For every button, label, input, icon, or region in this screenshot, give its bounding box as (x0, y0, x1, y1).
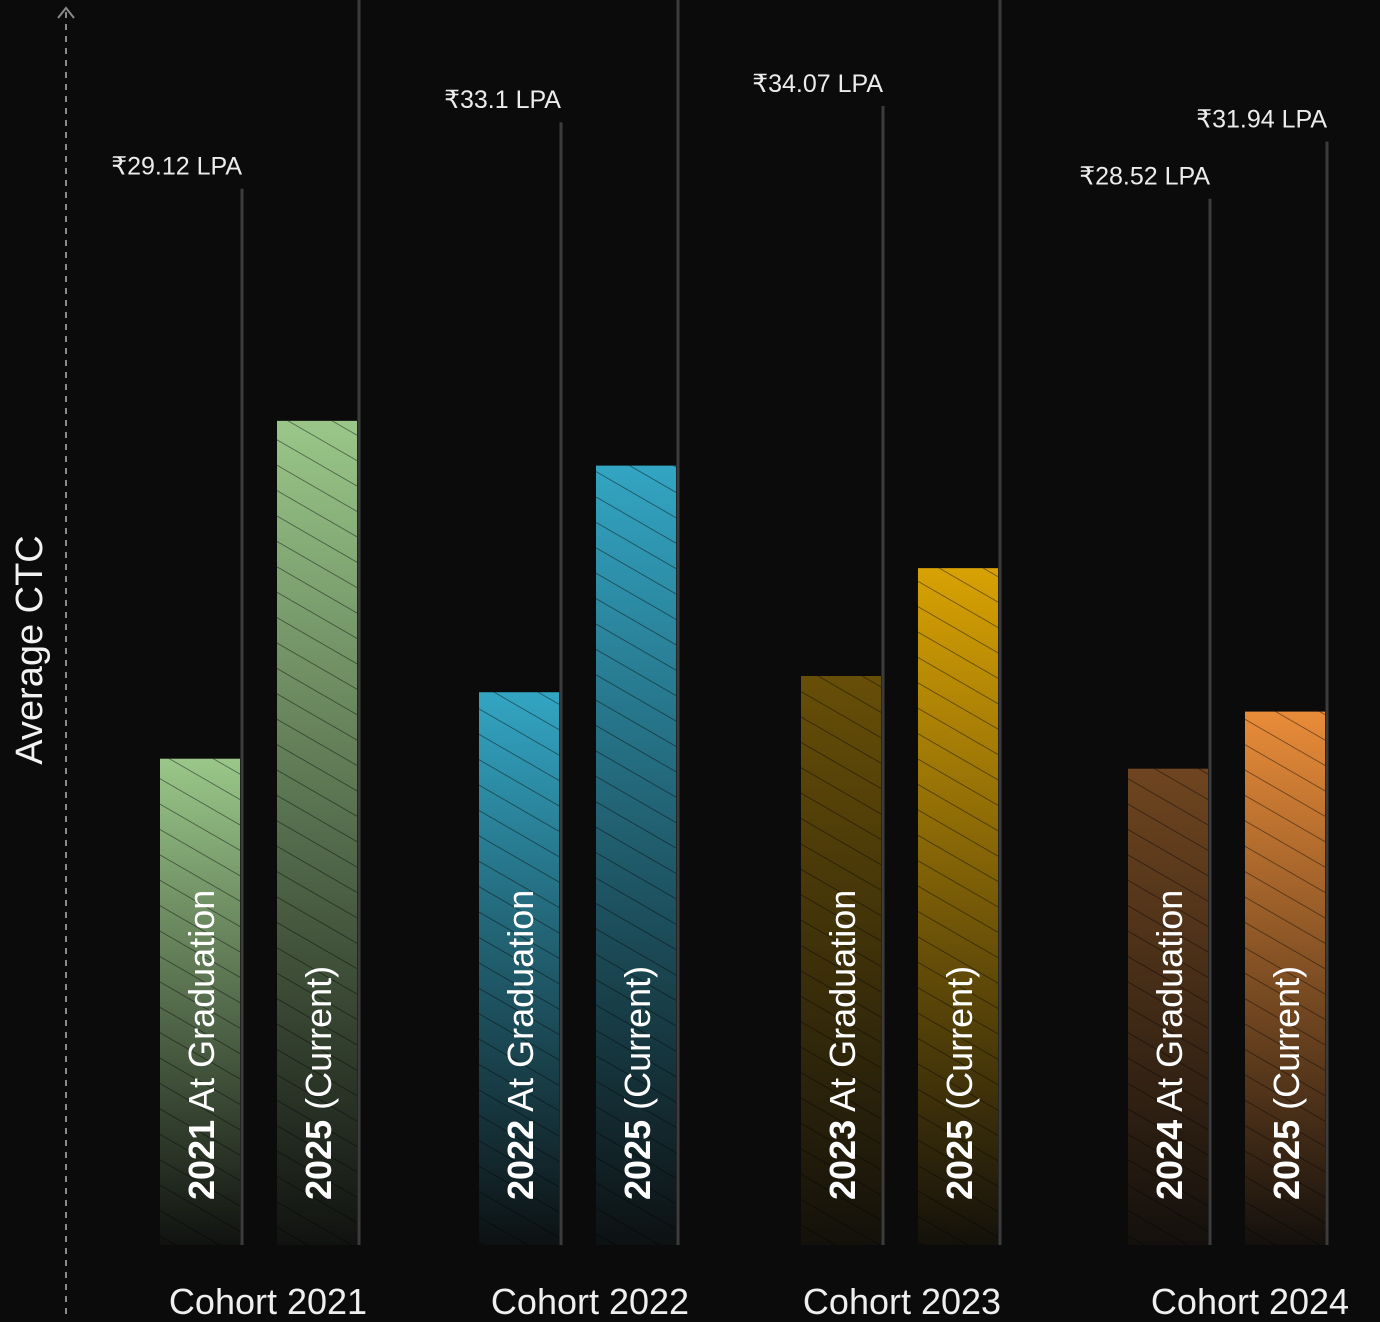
value-label: ₹33.1 LPA (444, 86, 561, 114)
bar-hatch (801, 676, 881, 1245)
value-label: ₹29.12 LPA (111, 153, 242, 181)
category-label: Cohort 2021 (169, 1281, 367, 1322)
category-labels: Cohort 2021 Cohort 2022 Cohort 2023 Cohort … (169, 1281, 1349, 1322)
bar-caption: (Current) (939, 966, 980, 1120)
category-label: Cohort 2023 (803, 1281, 1001, 1322)
bar-year: 2021 (181, 1120, 222, 1200)
bar-hatch (596, 465, 676, 1246)
bar-year: 2022 (500, 1120, 541, 1200)
bar-year: 2024 (1149, 1120, 1190, 1200)
bar-inner-label: 2025 (Current) (298, 966, 339, 1200)
category-label: Cohort 2024 (1151, 1281, 1349, 1322)
bar-caption: At Graduation (181, 890, 222, 1120)
bar-inner-label: 2025 (Current) (1266, 966, 1307, 1200)
bar-year: 2025 (1266, 1120, 1307, 1200)
bar-year: 2025 (617, 1120, 658, 1200)
bar-caption: (Current) (298, 966, 339, 1120)
bar-hatch (918, 568, 998, 1245)
bar-caption: At Graduation (822, 890, 863, 1120)
bar-caption: (Current) (1266, 966, 1307, 1120)
bar-hatch (160, 758, 240, 1245)
bar-inner-label: 2025 (Current) (939, 966, 980, 1200)
bar-hatch (1245, 711, 1325, 1245)
bar-year: 2025 (298, 1120, 339, 1200)
bar-inner-label: 2025 (Current) (617, 966, 658, 1200)
bar-caption: (Current) (617, 966, 658, 1120)
bar-inner-label: 2022 At Graduation (500, 890, 541, 1200)
bar-inner-label: 2024 At Graduation (1149, 890, 1190, 1200)
bar-hatch (1128, 768, 1208, 1245)
bar-inner-label: 2023 At Graduation (822, 890, 863, 1200)
bar-year: 2025 (939, 1120, 980, 1200)
bar-hatch (277, 420, 357, 1246)
y-axis: Average CTC (9, 6, 75, 1318)
bar-caption: At Graduation (1149, 890, 1190, 1120)
category-label: Cohort 2022 (491, 1281, 689, 1322)
value-label: ₹28.52 LPA (1079, 163, 1210, 191)
group-cohort-2024: ₹28.52 LPA 2024 At Graduation ₹31.94 LPA 20… (1079, 106, 1329, 1245)
value-label: ₹31.94 LPA (1196, 106, 1327, 134)
bar-inner-label: 2021 At Graduation (181, 890, 222, 1200)
value-label: ₹34.07 LPA (752, 70, 883, 98)
bar-hatch (479, 692, 559, 1245)
bar-caption: At Graduation (500, 890, 541, 1120)
y-axis-arrow-icon (57, 6, 75, 19)
y-axis-label: Average CTC (9, 535, 51, 765)
bar-year: 2023 (822, 1120, 863, 1200)
